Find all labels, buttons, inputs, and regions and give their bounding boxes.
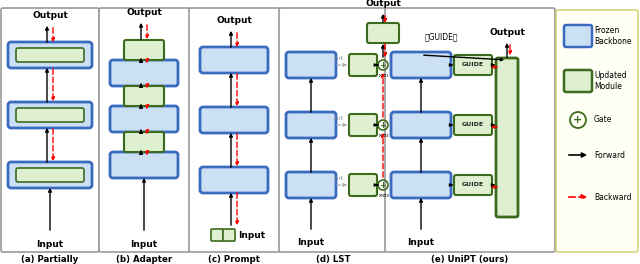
- FancyBboxPatch shape: [367, 23, 399, 43]
- Text: Backward: Backward: [594, 192, 632, 201]
- FancyBboxPatch shape: [286, 52, 336, 78]
- FancyBboxPatch shape: [211, 229, 223, 241]
- Text: Input: Input: [298, 238, 324, 247]
- Text: GUIDE: GUIDE: [462, 63, 484, 68]
- FancyBboxPatch shape: [391, 112, 451, 138]
- Text: +: +: [380, 60, 387, 69]
- Text: +: +: [380, 120, 387, 130]
- FancyBboxPatch shape: [124, 132, 164, 152]
- FancyBboxPatch shape: [454, 175, 492, 195]
- FancyBboxPatch shape: [454, 115, 492, 135]
- Text: (c) Prompt: (c) Prompt: [208, 255, 260, 264]
- Text: Output: Output: [365, 0, 401, 8]
- FancyBboxPatch shape: [391, 172, 451, 198]
- Text: Output: Output: [126, 8, 162, 17]
- FancyBboxPatch shape: [286, 172, 336, 198]
- Text: init: init: [334, 116, 344, 121]
- FancyBboxPatch shape: [349, 174, 377, 196]
- Text: Input: Input: [131, 240, 157, 249]
- Text: +: +: [573, 115, 582, 125]
- Text: Input: Input: [36, 240, 63, 249]
- FancyBboxPatch shape: [1, 8, 99, 252]
- Text: +: +: [380, 181, 387, 190]
- FancyBboxPatch shape: [124, 86, 164, 106]
- Text: Output: Output: [489, 28, 525, 37]
- Text: Gate: Gate: [594, 116, 612, 125]
- Text: Input: Input: [238, 230, 265, 239]
- FancyBboxPatch shape: [349, 114, 377, 136]
- Text: GUIDE: GUIDE: [462, 182, 484, 187]
- FancyBboxPatch shape: [279, 8, 386, 252]
- FancyBboxPatch shape: [454, 55, 492, 75]
- Text: ×σ₃: ×σ₃: [377, 193, 389, 198]
- FancyBboxPatch shape: [556, 10, 638, 252]
- FancyBboxPatch shape: [8, 162, 92, 188]
- Text: init: init: [334, 176, 344, 181]
- FancyBboxPatch shape: [200, 167, 268, 193]
- FancyBboxPatch shape: [496, 58, 518, 217]
- FancyBboxPatch shape: [110, 152, 178, 178]
- Text: Forward: Forward: [594, 150, 625, 159]
- FancyBboxPatch shape: [349, 54, 377, 76]
- Text: GUIDE: GUIDE: [462, 122, 484, 128]
- Text: Output: Output: [32, 11, 68, 20]
- Text: (a) Partially: (a) Partially: [21, 255, 79, 264]
- Text: init: init: [334, 56, 344, 61]
- FancyBboxPatch shape: [385, 8, 555, 252]
- FancyBboxPatch shape: [110, 106, 178, 132]
- Text: (e) UniPT (ours): (e) UniPT (ours): [431, 255, 509, 264]
- Text: ×σ₂: ×σ₂: [377, 133, 389, 138]
- Text: Frozen
Backbone: Frozen Backbone: [594, 26, 632, 46]
- FancyBboxPatch shape: [391, 52, 451, 78]
- FancyBboxPatch shape: [8, 102, 92, 128]
- FancyBboxPatch shape: [200, 107, 268, 133]
- Text: （GUIDE）: （GUIDE）: [424, 32, 458, 41]
- FancyBboxPatch shape: [8, 42, 92, 68]
- FancyBboxPatch shape: [189, 8, 280, 252]
- Text: Output: Output: [216, 16, 252, 25]
- FancyBboxPatch shape: [564, 70, 592, 92]
- FancyBboxPatch shape: [16, 168, 84, 182]
- Text: Input: Input: [408, 238, 435, 247]
- FancyBboxPatch shape: [124, 40, 164, 60]
- FancyBboxPatch shape: [99, 8, 190, 252]
- FancyBboxPatch shape: [564, 25, 592, 47]
- FancyBboxPatch shape: [286, 112, 336, 138]
- FancyBboxPatch shape: [110, 60, 178, 86]
- FancyBboxPatch shape: [223, 229, 235, 241]
- FancyBboxPatch shape: [200, 47, 268, 73]
- Text: (d) LST: (d) LST: [316, 255, 350, 264]
- Text: ×σ₁: ×σ₁: [377, 73, 389, 78]
- FancyBboxPatch shape: [16, 48, 84, 62]
- Text: (b) Adapter: (b) Adapter: [116, 255, 172, 264]
- FancyBboxPatch shape: [16, 108, 84, 122]
- Text: Updated
Module: Updated Module: [594, 71, 627, 91]
